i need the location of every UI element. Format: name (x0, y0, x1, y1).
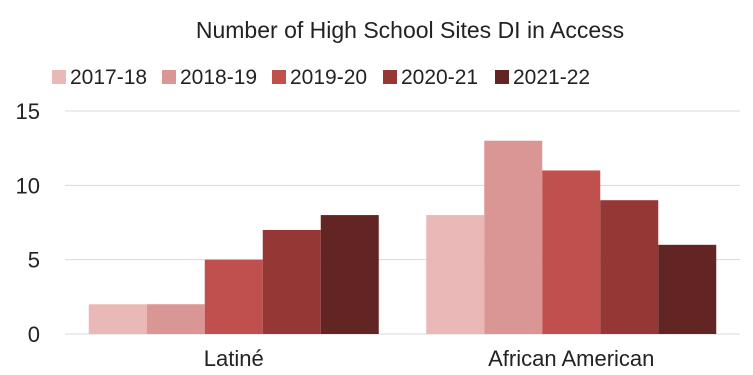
y-tick-label-10: 10 (16, 173, 40, 198)
legend-swatch-2019-20 (272, 70, 286, 84)
bar-African American-2021-22 (658, 244, 717, 334)
bar-Latiné-2018-19 (146, 304, 205, 334)
bar-African American-2020-21 (600, 200, 659, 334)
legend-swatch-2018-19 (162, 70, 176, 84)
bar-Latiné-2019-20 (204, 259, 263, 334)
y-tick-label-15: 15 (16, 99, 40, 124)
y-tick-label-5: 5 (28, 248, 40, 273)
legend: 2017-18 2018-19 2019-20 2020-21 2021-22 (52, 66, 590, 89)
legend-label-2021-22: 2021-22 (513, 66, 590, 89)
x-axis: Latiné African American (204, 346, 655, 371)
bar-Latiné-2020-21 (262, 229, 321, 334)
bar-Latiné-2021-22 (320, 215, 379, 334)
chart-title: Number of High School Sites DI in Access (196, 17, 624, 43)
legend-label-2019-20: 2019-20 (290, 66, 367, 89)
bar-African American-2017-18 (426, 215, 485, 334)
legend-swatch-2021-22 (495, 70, 509, 84)
bar-African American-2019-20 (542, 170, 601, 334)
y-axis: 0 5 10 15 (16, 99, 40, 347)
legend-label-2018-19: 2018-19 (180, 66, 257, 89)
bar-African American-2018-19 (484, 140, 543, 334)
x-category-label-African American: African American (488, 346, 654, 371)
legend-swatch-2020-21 (383, 70, 397, 84)
y-tick-label-0: 0 (28, 322, 40, 347)
legend-label-2017-18: 2017-18 (70, 66, 147, 89)
bar-Latiné-2017-18 (88, 304, 147, 334)
legend-label-2020-21: 2020-21 (401, 66, 478, 89)
x-category-label-Latiné: Latiné (204, 346, 264, 371)
legend-swatch-2017-18 (52, 70, 66, 84)
bars (88, 140, 717, 334)
